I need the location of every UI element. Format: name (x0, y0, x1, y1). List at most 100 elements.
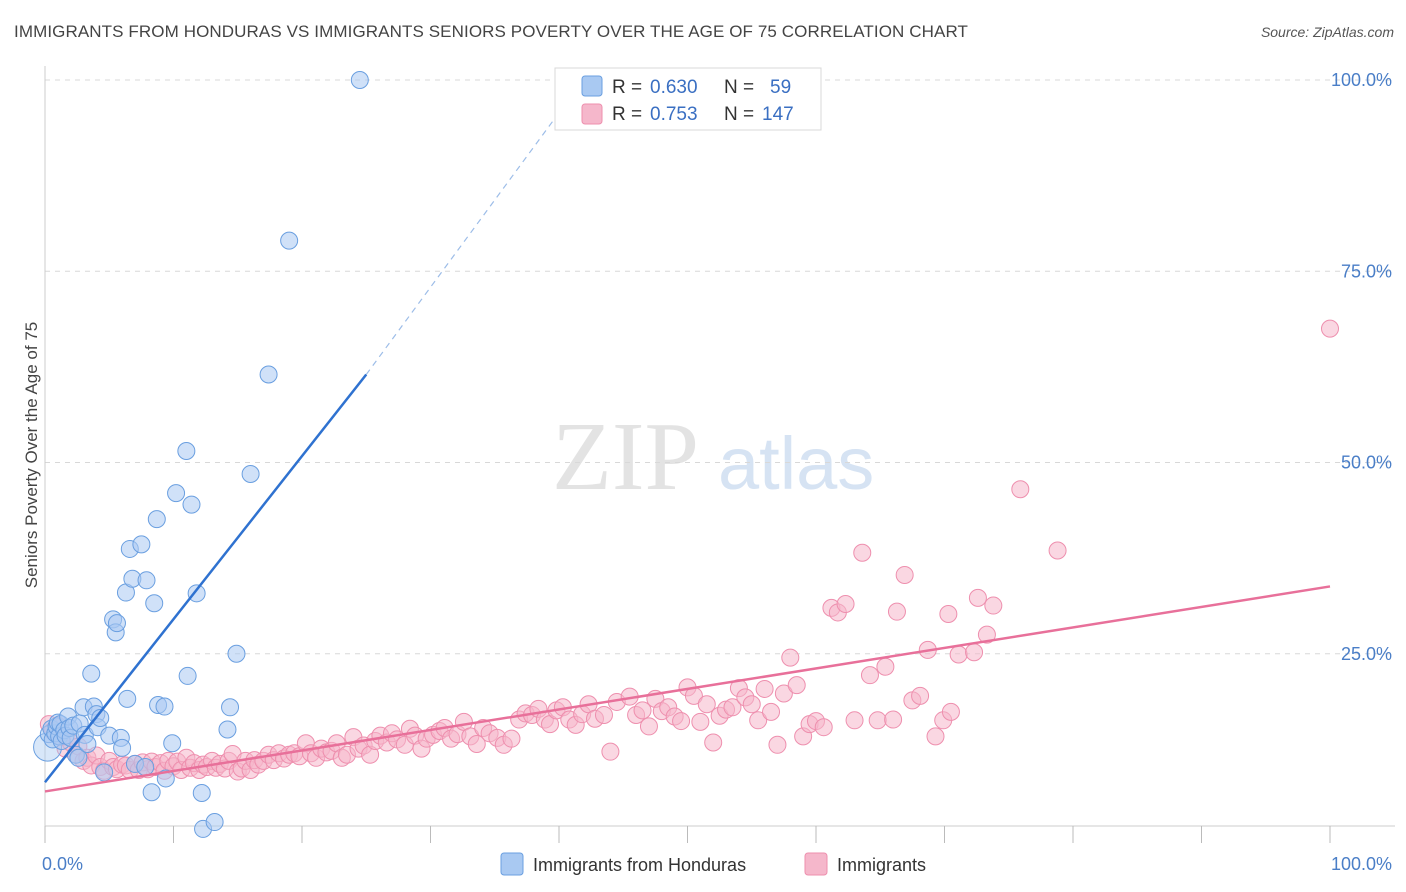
honduras-point (259, 365, 278, 384)
honduras-points (33, 71, 369, 838)
immigrants-point (723, 698, 742, 717)
legend-n-label: N = (724, 77, 754, 98)
legend-n-label: N = (724, 104, 754, 125)
immigrants-point (853, 543, 872, 562)
chart-title: IMMIGRANTS FROM HONDURAS VS IMMIGRANTS S… (14, 22, 968, 41)
immigrants-point (774, 684, 793, 703)
immigrants-point (781, 648, 800, 667)
honduras-trendline (44, 373, 368, 784)
grid (45, 79, 1395, 655)
immigrants-point (968, 588, 987, 607)
immigrants-point (977, 625, 996, 644)
immigrants-point (836, 595, 855, 614)
honduras-point (155, 697, 174, 716)
immigrants-point (860, 666, 879, 685)
immigrants-point (1011, 480, 1030, 499)
immigrants-point (884, 710, 903, 729)
legend-swatch-pink (581, 103, 603, 125)
honduras-point (142, 783, 161, 802)
watermark-atlas: atlas (718, 422, 874, 505)
honduras-point (192, 783, 211, 802)
immigrants-point (467, 735, 486, 754)
immigrants-point (749, 711, 768, 730)
immigrants-point (939, 604, 958, 623)
immigrants-point (755, 679, 774, 698)
honduras-point (218, 720, 237, 739)
immigrants-point (887, 602, 906, 621)
immigrants-point (601, 742, 620, 761)
honduras-point (147, 510, 166, 529)
series-legend: Immigrants from Honduras Immigrants (500, 852, 926, 876)
immigrants-point (949, 645, 968, 664)
honduras-point (69, 748, 88, 767)
honduras-point (132, 535, 151, 554)
tick-labels: 25.0% 50.0% 75.0% 100.0% 0.0% 100.0% (42, 70, 1392, 874)
immigrants-point (594, 705, 613, 724)
honduras-point (280, 231, 299, 250)
honduras-point (137, 571, 156, 590)
honduras-point (78, 735, 97, 754)
honduras-point (241, 464, 260, 483)
immigrants-point (704, 733, 723, 752)
honduras-point (107, 614, 126, 633)
y-tick-label: 75.0% (1341, 261, 1392, 281)
honduras-point (82, 664, 101, 683)
immigrants-point (787, 676, 806, 695)
honduras-trendline-extension (365, 94, 573, 375)
immigrants-point (691, 712, 710, 731)
y-tick-label: 100.0% (1331, 70, 1392, 90)
legend-r-value: 0.630 (650, 77, 698, 98)
honduras-point (178, 666, 197, 685)
honduras-point (156, 769, 175, 788)
honduras-point (177, 442, 196, 461)
honduras-point (350, 71, 369, 89)
immigrants-point (814, 718, 833, 737)
immigrants-point (911, 686, 930, 705)
axes (44, 66, 1395, 843)
honduras-point (221, 698, 240, 717)
y-tick-label: 25.0% (1341, 644, 1392, 664)
honduras-point (136, 757, 155, 776)
trendlines (44, 94, 1331, 793)
immigrants-points (39, 319, 1339, 781)
y-tick-label: 50.0% (1341, 453, 1392, 473)
honduras-point (182, 495, 201, 514)
immigrants-trendline (44, 585, 1331, 793)
bottom-legend-swatch-blue (500, 852, 524, 876)
immigrants-point (768, 735, 787, 754)
legend-n-value: 59 (770, 77, 791, 98)
legend-r-label: R = (612, 104, 642, 125)
bottom-legend-label: Immigrants from Honduras (533, 855, 746, 875)
source-label: Source: ZipAtlas.com (1260, 24, 1394, 40)
immigrants-point (697, 695, 716, 714)
legend-swatch-blue (581, 75, 603, 97)
honduras-point (187, 584, 206, 603)
immigrants-point (742, 695, 761, 714)
legend-r-value: 0.753 (650, 104, 698, 125)
legend-n-value: 147 (762, 104, 794, 125)
legend-r-label: R = (612, 77, 642, 98)
immigrants-point (1321, 319, 1339, 338)
immigrants-point (762, 702, 781, 721)
honduras-point (167, 484, 186, 503)
immigrants-point (926, 727, 945, 746)
watermark: ZIP atlas (552, 403, 874, 511)
immigrants-point (502, 729, 521, 748)
bottom-legend-label: Immigrants (837, 855, 926, 875)
immigrants-point (941, 702, 960, 721)
immigrants-point (633, 701, 652, 720)
immigrants-point (895, 565, 914, 584)
honduras-point (163, 734, 182, 753)
honduras-point (227, 644, 246, 663)
immigrants-point (876, 657, 895, 676)
immigrants-point (845, 711, 864, 730)
honduras-point (95, 763, 114, 782)
honduras-point (145, 594, 164, 613)
honduras-point (113, 738, 132, 757)
honduras-point (91, 709, 110, 728)
x-tick-label: 100.0% (1331, 854, 1392, 874)
honduras-point (118, 689, 137, 708)
x-tick-label: 0.0% (42, 854, 83, 874)
immigrants-point (639, 717, 658, 736)
